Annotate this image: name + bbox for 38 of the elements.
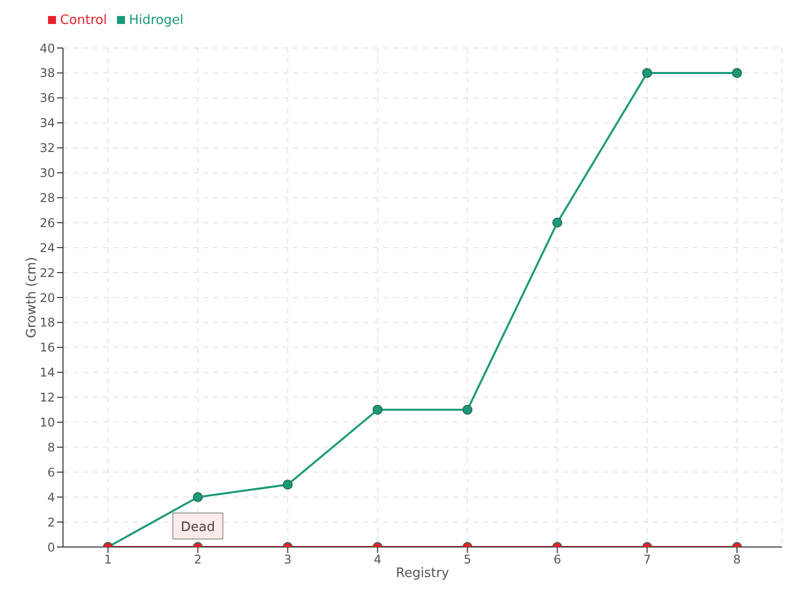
y-tick-label: 30 bbox=[40, 166, 55, 180]
x-tick-label: 4 bbox=[374, 552, 382, 567]
legend-label: Hidrogel bbox=[129, 13, 184, 28]
y-tick-label: 22 bbox=[40, 266, 55, 280]
y-tick-label: 14 bbox=[40, 366, 55, 380]
y-axis-title: Growth (cm) bbox=[24, 256, 40, 338]
callout-box: Dead bbox=[172, 512, 224, 540]
annotation: Dead bbox=[180, 520, 215, 535]
point bbox=[642, 68, 652, 78]
y-tick-label: 32 bbox=[40, 141, 55, 156]
x-tick-label: 1 bbox=[104, 552, 112, 567]
y-tick-label: 28 bbox=[40, 190, 55, 205]
y-tick-label: 4 bbox=[47, 490, 55, 504]
x-tick-label: 5 bbox=[464, 552, 472, 567]
y-tick-label: 2 bbox=[47, 515, 55, 530]
y-tick-label: 34 bbox=[40, 116, 55, 130]
y-tick-label: 36 bbox=[40, 91, 55, 106]
point bbox=[732, 68, 742, 78]
x-axis-title: Registry bbox=[396, 566, 450, 581]
y-tick-label: 26 bbox=[40, 216, 55, 230]
x-tick-label: 2 bbox=[194, 552, 202, 567]
y-tick-label: 6 bbox=[47, 465, 55, 480]
y-tick-label: 10 bbox=[40, 416, 55, 430]
x-tick-label: 3 bbox=[284, 552, 292, 567]
x-tick-label: 7 bbox=[643, 552, 651, 567]
y-tick-label: 8 bbox=[47, 440, 55, 454]
y-tick-label: 20 bbox=[40, 290, 55, 305]
y-tick-label: 24 bbox=[40, 240, 55, 255]
x-tick-label: 6 bbox=[553, 552, 562, 567]
y-tick-label: 12 bbox=[40, 390, 55, 405]
y-tick-label: 38 bbox=[40, 66, 55, 80]
legend-label: Control bbox=[60, 13, 107, 28]
y-tick-label: 0 bbox=[47, 540, 55, 554]
y-tick-label: 16 bbox=[40, 340, 55, 355]
y-tick-label: 18 bbox=[40, 316, 55, 330]
x-tick-label: 8 bbox=[733, 552, 741, 567]
y-tick-label: 40 bbox=[40, 41, 55, 56]
point bbox=[552, 218, 562, 228]
